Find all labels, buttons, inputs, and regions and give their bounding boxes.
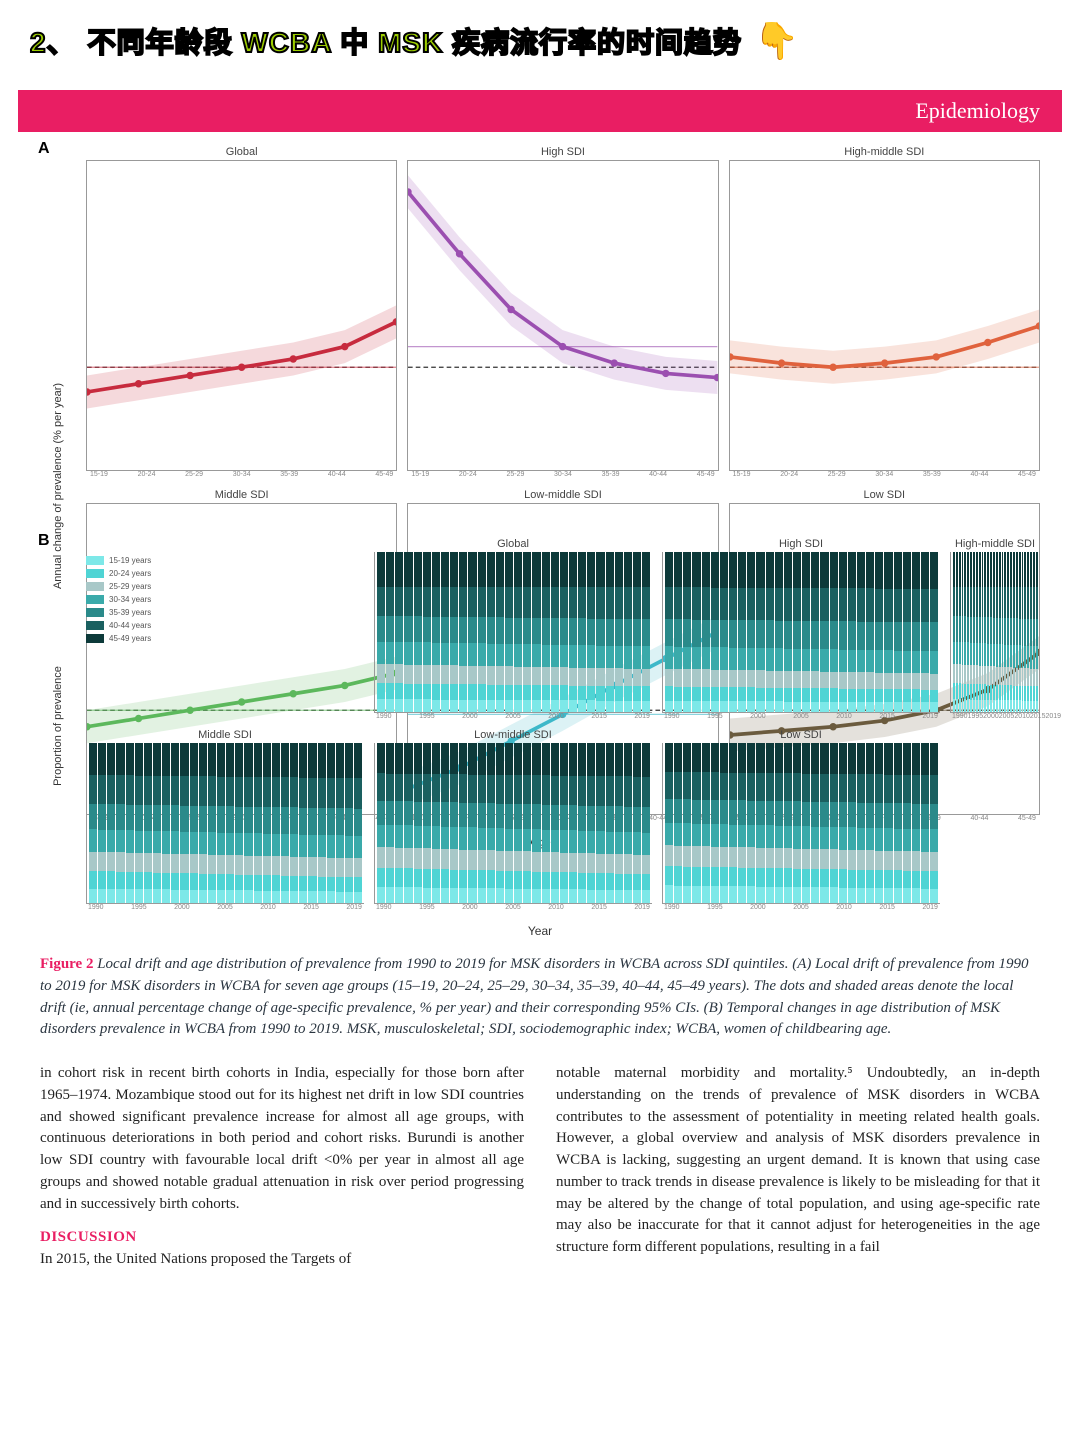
caption-label: Figure 2 — [40, 956, 93, 972]
panel-b-legend: 15-19 years 20-24 years 25-29 years 30-34 y… — [86, 538, 364, 723]
stacked-bar-high-sdi: High SDI1990199520002005201020152019 — [662, 538, 940, 723]
panel-a-label: A — [38, 140, 50, 158]
stacked-bar-high-middle-sdi: High-middle SDI1990199520002005201020152… — [950, 538, 1040, 723]
legend-item: 45-49 years — [86, 634, 364, 643]
legend-item: 35-39 years — [86, 608, 364, 617]
panel-a-grid: A Annual change of prevalence (% per yea… — [40, 146, 1040, 524]
page-title-bar: 2、 不同年龄段 WCBA 中 MSK 疾病流行率的时间趋势 👇 — [0, 0, 1080, 72]
legend-item: 25-29 years — [86, 582, 364, 591]
article-body: in cohort risk in recent birth cohorts i… — [18, 1045, 1062, 1271]
figure-caption: Figure 2 Local drift and age distributio… — [18, 946, 1062, 1045]
panel-b-ylabel: Proportion of prevalence — [40, 538, 76, 914]
page-title-number: 2、 — [30, 21, 76, 61]
body-p2: In 2015, the United Nations proposed the… — [40, 1249, 524, 1271]
body-p1: in cohort risk in recent birth cohorts i… — [40, 1063, 524, 1215]
body-p3: notable maternal morbidity and mortality… — [556, 1063, 1040, 1259]
discussion-heading: DISCUSSION — [40, 1227, 524, 1249]
caption-text: Local drift and age distribution of prev… — [40, 956, 1029, 1037]
legend-item: 30-34 years — [86, 595, 364, 604]
pointing-finger-icon: 👇 — [754, 20, 799, 62]
section-banner: Epidemiology — [18, 90, 1062, 132]
legend-item: 40-44 years — [86, 621, 364, 630]
page-title-text: 不同年龄段 WCBA 中 MSK 疾病流行率的时间趋势 — [88, 21, 742, 61]
stacked-bar-low-sdi: Low SDI1990199520002005201020152019 — [662, 729, 940, 914]
stacked-bar-middle-sdi: Middle SDI1990199520002005201020152019 — [86, 729, 364, 914]
stacked-bar-low-middle-sdi: Low-middle SDI19901995200020052010201520… — [374, 729, 652, 914]
figure-2: A Annual change of prevalence (% per yea… — [18, 132, 1062, 946]
line-chart-high-middle-sdi: High-middle SDI15-1920-2425-2930-3435-39… — [729, 146, 1040, 483]
paper-page: Epidemiology A Annual change of prevalen… — [18, 90, 1062, 1271]
line-chart-global: Global15-1920-2425-2930-3435-3940-4445-4… — [86, 146, 397, 483]
panel-b-grid: B Proportion of prevalence Global1990199… — [40, 538, 1040, 938]
panel-b-label: B — [38, 532, 50, 550]
legend-item: 15-19 years — [86, 556, 364, 565]
line-chart-high-sdi: High SDI15-1920-2425-2930-3435-3940-4445… — [407, 146, 718, 483]
stacked-bar-global: Global1990199520002005201020152019 — [374, 538, 652, 723]
legend-item: 20-24 years — [86, 569, 364, 578]
panel-b-xlabel: Year — [40, 924, 1040, 938]
